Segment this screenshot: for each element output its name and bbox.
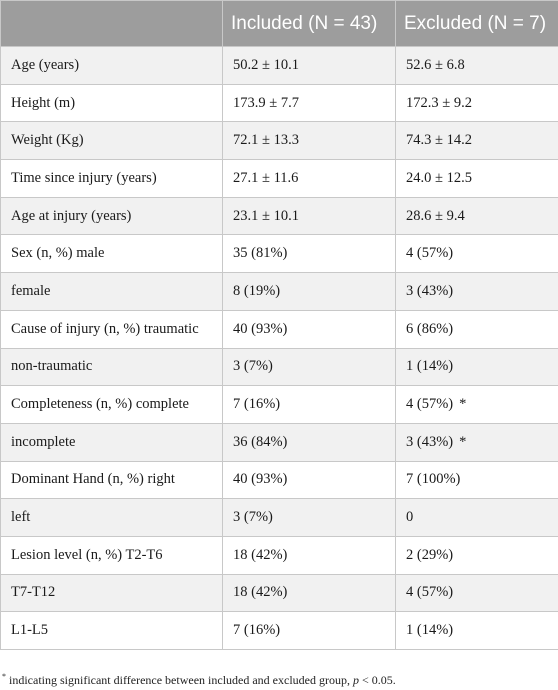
row-label: T7-T12: [0, 573, 223, 613]
included-value: 18 (42%): [222, 573, 396, 613]
row-label: Completeness (n, %) complete: [0, 385, 223, 424]
significance-mark: *: [459, 396, 467, 413]
footnote-p-value: < 0.05.: [359, 673, 396, 687]
row-label: Age (years): [0, 46, 223, 85]
table-row: non-traumatic 3 (7%) 1 (14%): [0, 347, 558, 387]
header-included: Included (N = 43): [222, 0, 396, 47]
excluded-value: 2 (29%): [406, 546, 454, 563]
included-value: 50.2 ± 10.1: [222, 46, 396, 85]
included-value: 3 (7%): [222, 347, 396, 387]
excluded-cell: 24.0 ± 12.5: [395, 159, 558, 198]
table-row: female 8 (19%) 3 (43%): [0, 272, 558, 311]
included-value: 7 (16%): [222, 611, 396, 650]
excluded-cell: 1 (14%): [395, 611, 558, 650]
row-label: L1-L5: [0, 611, 223, 650]
footnote-p-symbol: p: [353, 673, 359, 687]
excluded-value: 4 (57%): [406, 584, 454, 601]
row-label: Height (m): [0, 83, 223, 123]
table-row: Time since injury (years) 27.1 ± 11.6 24.0…: [0, 159, 558, 198]
excluded-value: 1 (14%): [406, 358, 454, 375]
header-excluded: Excluded (N = 7): [395, 0, 558, 47]
row-label: incomplete: [0, 422, 223, 462]
table-row: Lesion level (n, %) T2-T6 18 (42%) 2 (29%): [0, 535, 558, 575]
excluded-value: 3 (43%): [406, 282, 454, 299]
included-value: 8 (19%): [222, 272, 396, 311]
included-value: 173.9 ± 7.7: [222, 83, 396, 123]
footnote: * indicating significant difference betw…: [2, 672, 558, 688]
included-value: 27.1 ± 11.6: [222, 159, 396, 198]
excluded-value: 52.6 ± 6.8: [406, 56, 465, 73]
row-label: Lesion level (n, %) T2-T6: [0, 535, 223, 575]
table-row: left 3 (7%) 0: [0, 498, 558, 537]
excluded-value: 1 (14%): [406, 622, 454, 639]
excluded-value: 7 (100%): [406, 471, 461, 488]
table-body: Age (years) 50.2 ± 10.1 52.6 ± 6.8 Height (…: [0, 46, 558, 650]
table-row: Age (years) 50.2 ± 10.1 52.6 ± 6.8: [0, 46, 558, 85]
table-row: T7-T12 18 (42%) 4 (57%): [0, 573, 558, 613]
excluded-cell: 74.3 ± 14.2: [395, 121, 558, 161]
excluded-value: 74.3 ± 14.2: [406, 132, 472, 149]
table-row: incomplete 36 (84%) 3 (43%) *: [0, 422, 558, 462]
excluded-value: 28.6 ± 9.4: [406, 207, 465, 224]
excluded-value: 0: [406, 509, 414, 526]
excluded-value: 6 (86%): [406, 320, 454, 337]
included-value: 35 (81%): [222, 234, 396, 274]
excluded-value: 172.3 ± 9.2: [406, 94, 472, 111]
row-label: Age at injury (years): [0, 196, 223, 236]
row-label: Time since injury (years): [0, 159, 223, 198]
excluded-cell: 7 (100%): [395, 460, 558, 500]
included-value: 40 (93%): [222, 309, 396, 349]
excluded-cell: 172.3 ± 9.2: [395, 83, 558, 123]
row-label: non-traumatic: [0, 347, 223, 387]
excluded-cell: 52.6 ± 6.8: [395, 46, 558, 85]
excluded-cell: 0: [395, 498, 558, 537]
excluded-cell: 4 (57%): [395, 573, 558, 613]
included-value: 23.1 ± 10.1: [222, 196, 396, 236]
significance-mark: *: [459, 433, 467, 450]
table-row: Cause of injury (n, %) traumatic 40 (93%)…: [0, 309, 558, 349]
header-empty: [0, 0, 223, 47]
excluded-value: 24.0 ± 12.5: [406, 169, 472, 186]
data-table-container: Included (N = 43) Excluded (N = 7) Age (…: [0, 0, 558, 650]
row-label: Weight (Kg): [0, 121, 223, 161]
row-label: left: [0, 498, 223, 537]
table-row: Height (m) 173.9 ± 7.7 172.3 ± 9.2: [0, 83, 558, 123]
included-value: 36 (84%): [222, 422, 396, 462]
table-row: Sex (n, %) male 35 (81%) 4 (57%): [0, 234, 558, 274]
excluded-cell: 4 (57%) *: [395, 385, 558, 424]
included-value: 72.1 ± 13.3: [222, 121, 396, 161]
excluded-cell: 6 (86%): [395, 309, 558, 349]
excluded-cell: 4 (57%): [395, 234, 558, 274]
table-row: Dominant Hand (n, %) right 40 (93%) 7 (100…: [0, 460, 558, 500]
excluded-cell: 1 (14%): [395, 347, 558, 387]
footnote-text: indicating significant difference betwee…: [6, 673, 353, 687]
row-label: Sex (n, %) male: [0, 234, 223, 274]
included-value: 40 (93%): [222, 460, 396, 500]
table-row: Age at injury (years) 23.1 ± 10.1 28.6 ± 9…: [0, 196, 558, 236]
row-label: Cause of injury (n, %) traumatic: [0, 309, 223, 349]
excluded-cell: 28.6 ± 9.4: [395, 196, 558, 236]
excluded-cell: 3 (43%) *: [395, 422, 558, 462]
row-label: Dominant Hand (n, %) right: [0, 460, 223, 500]
footnote-symbol: *: [2, 672, 6, 681]
excluded-cell: 3 (43%): [395, 272, 558, 311]
included-value: 3 (7%): [222, 498, 396, 537]
excluded-cell: 2 (29%): [395, 535, 558, 575]
row-label: female: [0, 272, 223, 311]
included-value: 7 (16%): [222, 385, 396, 424]
table-row: Weight (Kg) 72.1 ± 13.3 74.3 ± 14.2: [0, 121, 558, 161]
excluded-value: 3 (43%): [406, 433, 454, 450]
excluded-value: 4 (57%): [406, 396, 454, 413]
table-row: Completeness (n, %) complete 7 (16%) 4 (57…: [0, 385, 558, 424]
included-value: 18 (42%): [222, 535, 396, 575]
excluded-value: 4 (57%): [406, 245, 454, 262]
demographics-table: Included (N = 43) Excluded (N = 7) Age (…: [0, 0, 558, 650]
header-row: Included (N = 43) Excluded (N = 7): [0, 0, 558, 47]
table-row: L1-L5 7 (16%) 1 (14%): [0, 611, 558, 650]
